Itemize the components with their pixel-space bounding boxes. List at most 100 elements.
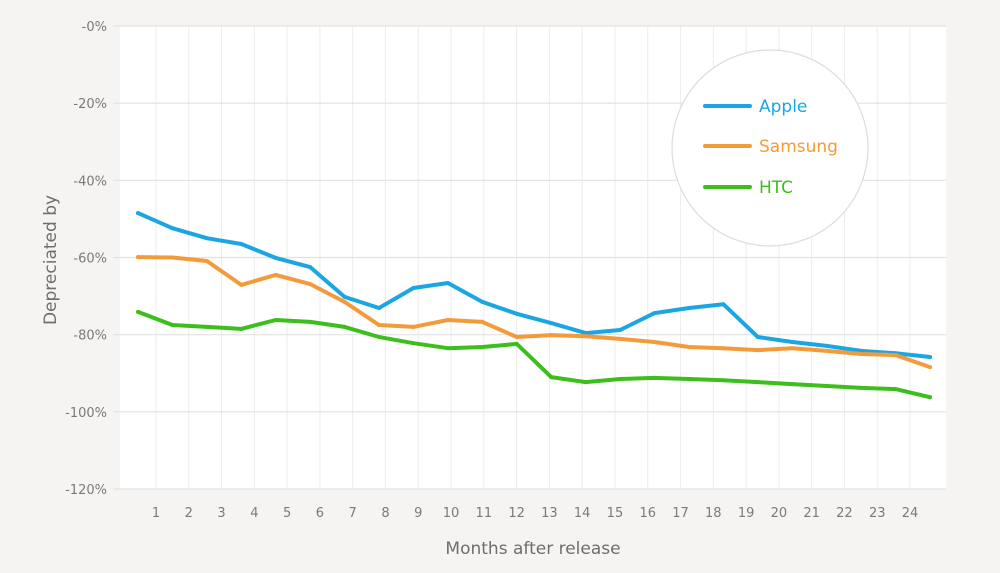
legend-label-samsung: Samsung (759, 137, 838, 157)
x-tick-label: 20 (771, 506, 788, 521)
series-line-samsung (136, 255, 932, 370)
x-tick-label: 5 (283, 506, 291, 521)
data-point-htc (136, 309, 140, 314)
x-tick-label: 17 (672, 506, 689, 521)
data-point-samsung (549, 333, 554, 338)
data-point-samsung (204, 259, 209, 263)
data-point-htc (583, 380, 588, 385)
data-point-apple (411, 286, 416, 290)
series-lines (136, 211, 932, 400)
x-tick-label: 18 (705, 506, 722, 521)
data-point-samsung (583, 334, 588, 339)
data-point-htc (928, 395, 932, 400)
x-tick-label: 11 (476, 506, 493, 521)
y-tick-label: -100% (65, 406, 107, 421)
data-point-samsung (514, 335, 519, 339)
data-point-apple (445, 281, 450, 285)
data-point-samsung (239, 282, 244, 287)
data-point-htc (204, 324, 209, 329)
data-point-htc (790, 382, 795, 387)
data-point-samsung (721, 346, 726, 351)
data-point-htc (618, 377, 623, 381)
x-tick-label: 4 (250, 506, 258, 521)
y-tick-label: -40% (73, 174, 107, 189)
data-point-samsung (342, 299, 347, 304)
data-point-apple (342, 294, 347, 299)
data-point-samsung (928, 365, 932, 370)
series-line-apple (136, 211, 932, 359)
data-point-apple (480, 299, 485, 304)
data-point-samsung (755, 348, 760, 353)
data-point-apple (687, 306, 691, 310)
x-tick-label: 19 (738, 506, 755, 521)
x-tick-label: 8 (381, 506, 389, 521)
y-tick-label: -120% (65, 483, 107, 498)
x-tick-label: 10 (443, 506, 460, 521)
series-line-htc (136, 309, 932, 400)
data-point-samsung (790, 346, 795, 351)
data-point-samsung (480, 319, 485, 324)
data-point-samsung (377, 323, 381, 327)
x-tick-label: 1 (152, 506, 160, 521)
data-point-htc (652, 375, 657, 380)
data-point-apple (204, 236, 209, 241)
y-tick-label: -20% (73, 97, 107, 112)
data-point-htc (445, 346, 450, 351)
data-point-htc (411, 341, 416, 346)
data-point-htc (480, 345, 485, 349)
data-point-samsung (136, 255, 140, 260)
data-point-apple (583, 331, 588, 336)
data-point-samsung (445, 318, 450, 322)
data-point-apple (549, 321, 554, 326)
data-point-htc (170, 323, 175, 327)
x-tick-label: 2 (185, 506, 193, 521)
data-point-htc (687, 377, 691, 381)
data-point-samsung (859, 352, 864, 356)
data-point-apple (652, 311, 657, 316)
x-tick-label: 24 (902, 506, 919, 521)
data-point-samsung (652, 340, 657, 344)
y-tick-label: -80% (73, 329, 107, 344)
data-point-samsung (308, 282, 313, 287)
data-point-apple (824, 343, 829, 348)
series-apple (136, 211, 932, 359)
data-point-apple (308, 265, 313, 270)
data-point-htc (514, 341, 519, 346)
legend-circle (671, 49, 869, 247)
y-axis-tick-labels: -0% -20% -40% -60% -80% -100% -120% (65, 20, 107, 498)
x-tick-label: 16 (639, 506, 656, 521)
data-point-apple (790, 340, 795, 344)
data-point-samsung (170, 255, 175, 260)
legend-item-samsung: Samsung (703, 137, 838, 157)
y-tick-label: -0% (82, 20, 107, 35)
x-axis-title: Months after release (445, 539, 620, 559)
x-tick-label: 12 (508, 506, 525, 521)
data-point-apple (136, 211, 140, 216)
data-point-htc (893, 387, 898, 392)
series-samsung (136, 255, 932, 370)
data-point-htc (549, 375, 554, 380)
x-tick-label: 13 (541, 506, 558, 521)
x-tick-label: 3 (217, 506, 225, 521)
data-point-htc (859, 385, 864, 390)
data-point-samsung (824, 348, 829, 353)
data-point-apple (273, 255, 278, 260)
x-tick-label: 9 (414, 506, 422, 521)
data-point-apple (170, 226, 175, 231)
data-point-samsung (411, 324, 416, 329)
x-tick-label: 21 (803, 506, 820, 521)
data-point-apple (928, 355, 932, 359)
data-point-samsung (618, 336, 623, 341)
y-tick-label: -60% (73, 252, 107, 267)
data-point-htc (342, 324, 347, 329)
series-htc (136, 309, 932, 400)
x-tick-label: 15 (607, 506, 624, 521)
data-point-apple (721, 302, 726, 307)
data-point-apple (618, 328, 623, 332)
data-point-samsung (687, 345, 691, 349)
data-point-htc (721, 378, 726, 383)
x-tick-label: 6 (316, 506, 324, 521)
x-tick-label: 23 (869, 506, 886, 521)
legend: Apple Samsung HTC (671, 49, 869, 247)
